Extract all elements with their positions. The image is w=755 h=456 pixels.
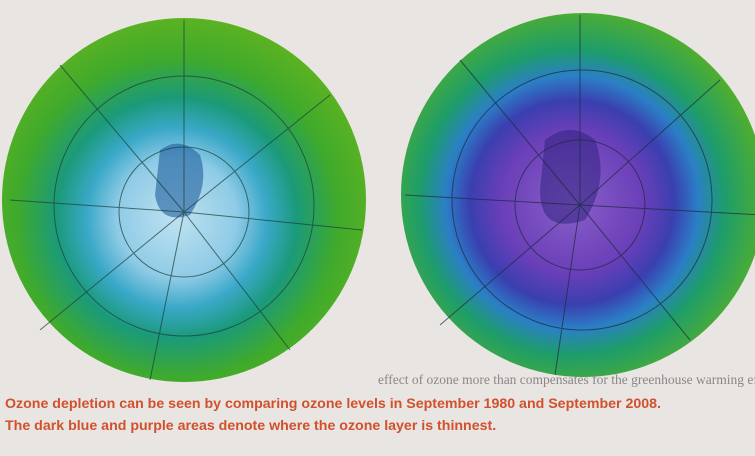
caption: Ozone depletion can be seen by comparing… [5,393,661,437]
globe-2008 [401,13,755,377]
caption-line: Ozone depletion can be seen by comparing… [5,396,661,412]
caption-line: The dark blue and purple areas denote wh… [5,418,497,434]
globe-1980 [2,18,366,382]
background-text: effect of ozone more than compensates fo… [378,372,755,387]
